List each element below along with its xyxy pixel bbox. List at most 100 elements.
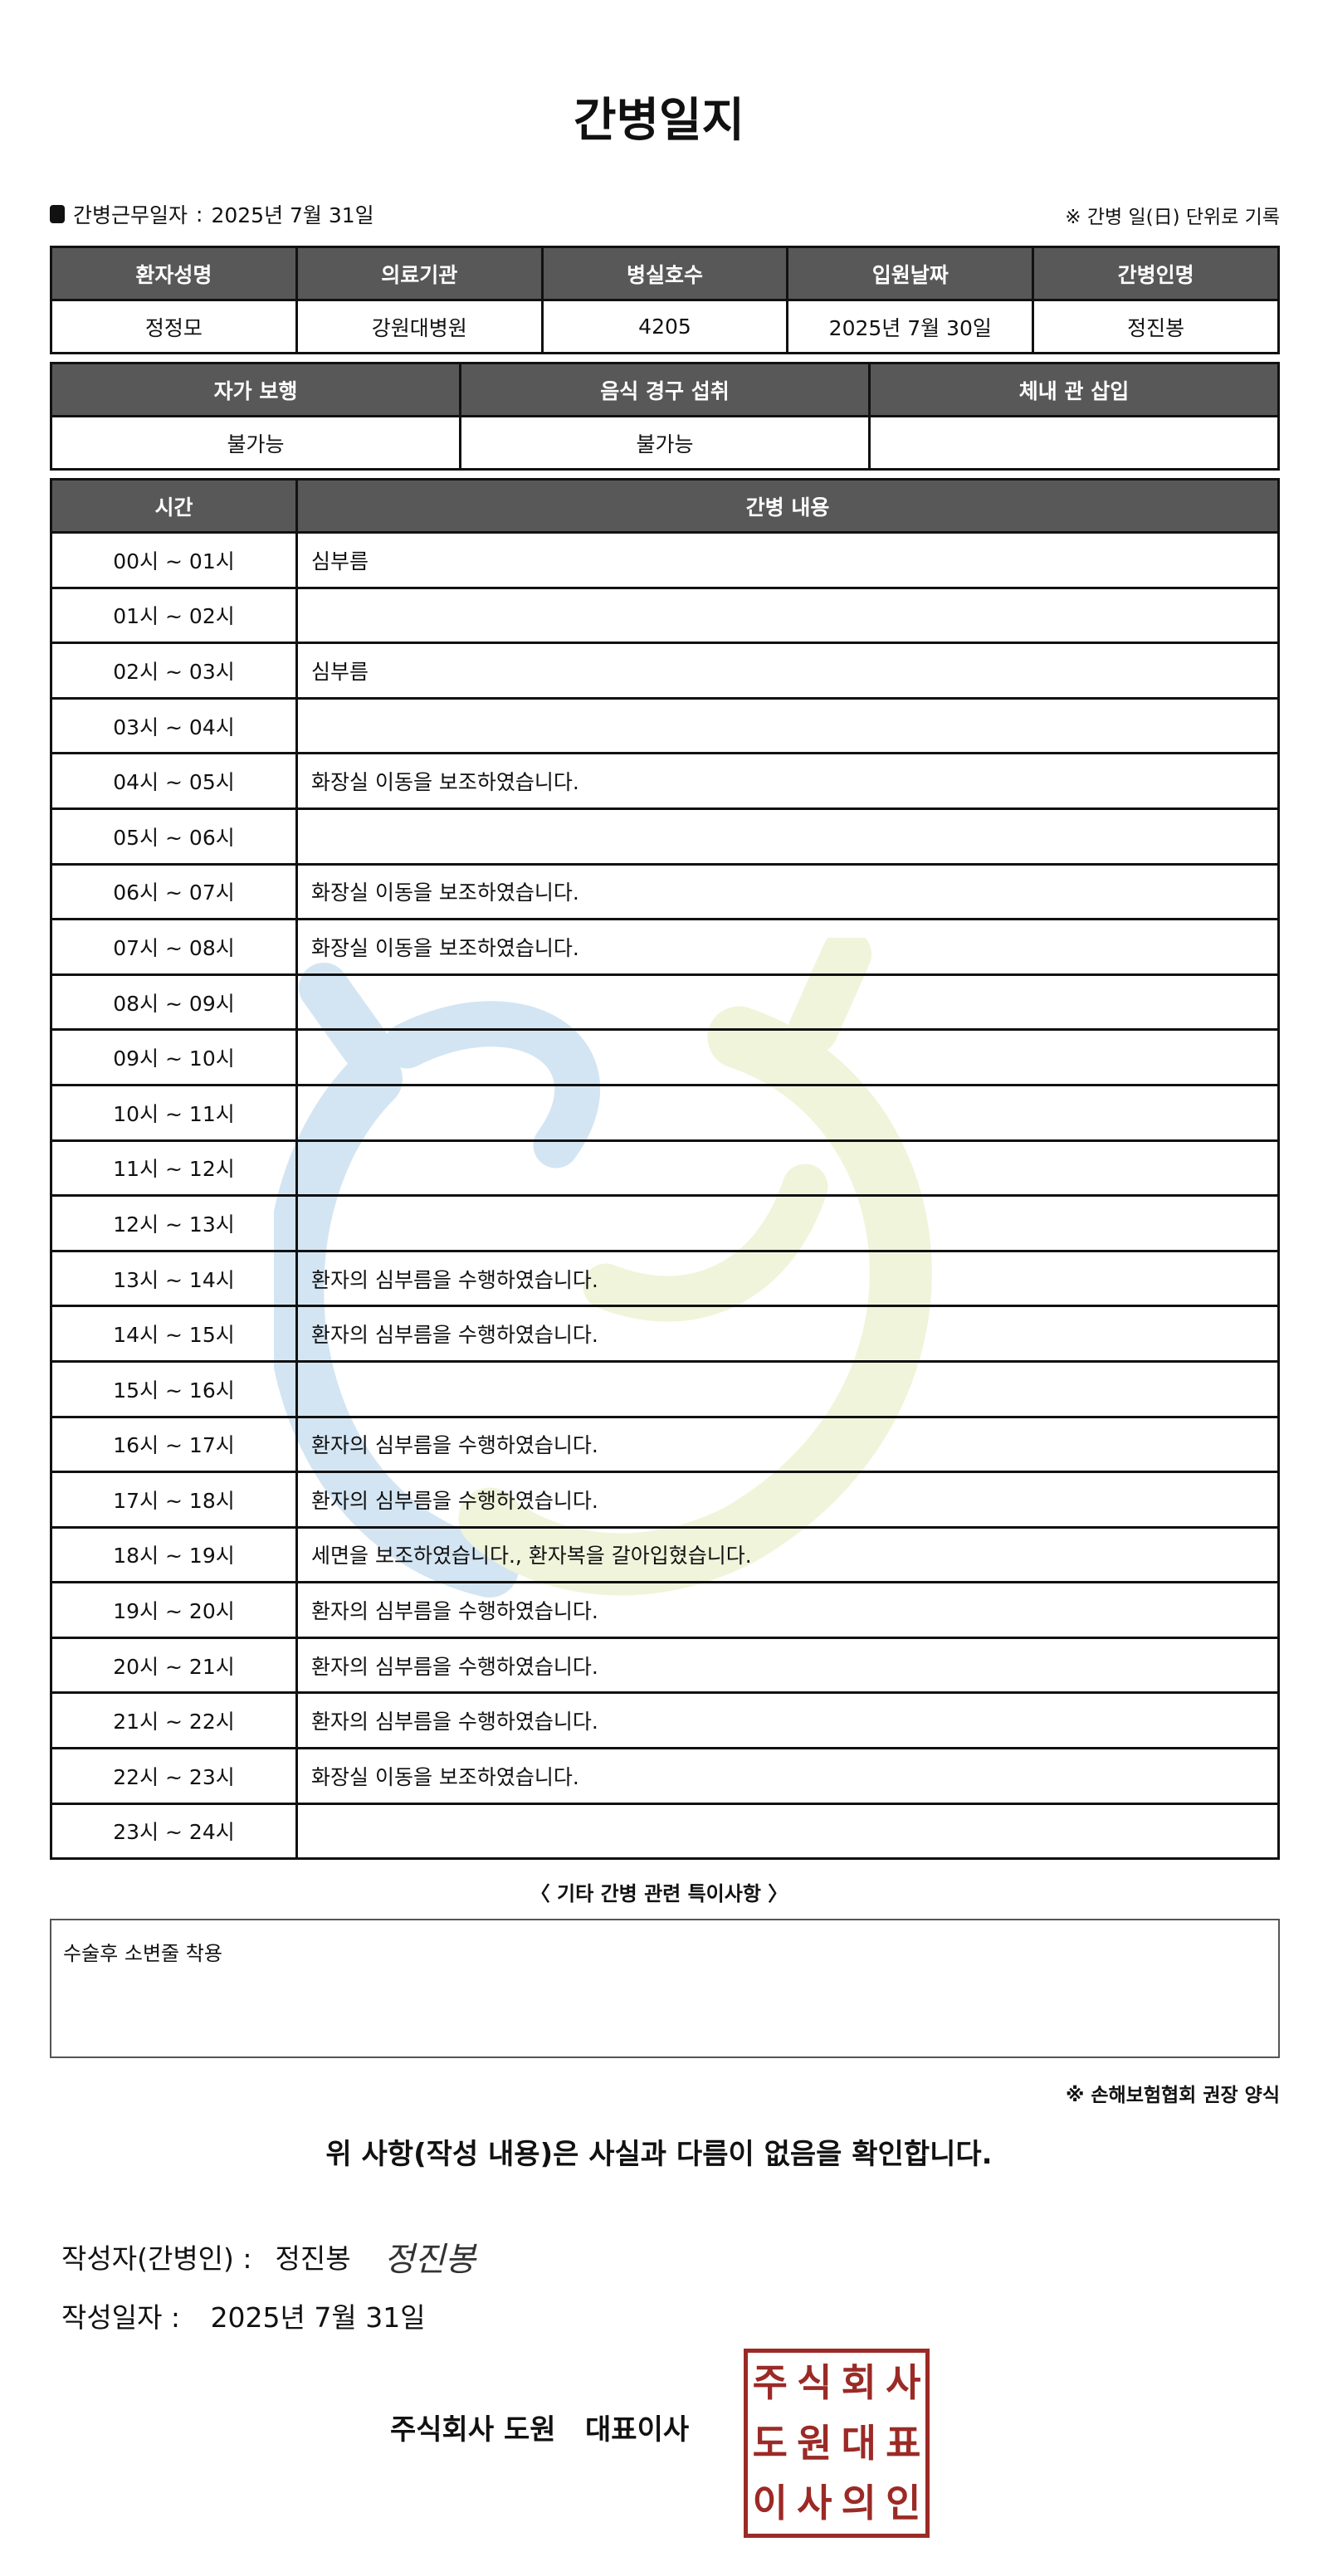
table-row: 16시 ~ 17시 환자의 심부름을 수행하였습니다. [50, 1415, 1280, 1474]
content-cell [295, 1359, 1280, 1418]
seal-char: 대 [841, 2420, 876, 2466]
hospital: 강원대병원 [295, 299, 544, 354]
time-cell: 11시 ~ 12시 [50, 1139, 298, 1198]
header-cell: 자가 보행 [50, 362, 461, 417]
seal-char: 표 [886, 2420, 921, 2466]
content-cell: 환자의 심부름을 수행하였습니다. [295, 1249, 1280, 1308]
time-cell: 10시 ~ 11시 [50, 1083, 298, 1142]
page-title: 간병일지 [573, 94, 745, 148]
seal-char: 사 [886, 2360, 921, 2405]
table-row: 12시 ~ 13시 [50, 1194, 1280, 1252]
time-cell: 04시 ~ 05시 [50, 752, 298, 810]
seal-char: 도 [752, 2420, 788, 2466]
work-date: 간병근무일자 : 2025년 7월 31일 [50, 199, 374, 229]
content-cell [295, 696, 1280, 755]
work-date-label: 간병근무일자 [73, 203, 188, 227]
time-cell: 20시 ~ 21시 [50, 1636, 298, 1695]
table-row: 21시 ~ 22시 환자의 심부름을 수행하였습니다. [50, 1691, 1280, 1750]
content-cell: 환자의 심부름을 수행하였습니다. [295, 1305, 1280, 1363]
notes-box: 수술후 소변줄 착용 [50, 1919, 1280, 2058]
room-number: 4205 [540, 299, 789, 354]
time-cell: 17시 ~ 18시 [50, 1471, 298, 1529]
table-row: 02시 ~ 03시 심부름 [50, 642, 1280, 700]
content-cell: 화장실 이동을 보조하였습니다. [295, 862, 1280, 921]
time-cell: 03시 ~ 04시 [50, 696, 298, 755]
content-cell: 환자의 심부름을 수행하였습니다. [295, 1415, 1280, 1474]
patient-name: 정정모 [50, 299, 298, 354]
time-cell: 15시 ~ 16시 [50, 1359, 298, 1418]
seal-char: 인 [886, 2481, 921, 2526]
content-cell [295, 586, 1280, 645]
table-row: 08시 ~ 09시 [50, 973, 1280, 1032]
seal-char: 주 [752, 2360, 788, 2405]
table-row: 05시 ~ 06시 [50, 807, 1280, 866]
table-row: 14시 ~ 15시 환자의 심부름을 수행하였습니다. [50, 1305, 1280, 1363]
content-cell: 화장실 이동을 보조하였습니다. [295, 1747, 1280, 1805]
table-row: 20시 ~ 21시 환자의 심부름을 수행하였습니다. [50, 1636, 1280, 1695]
record-note: ※ 간병 일(日) 단위로 기록 [1065, 207, 1280, 228]
table-row: 03시 ~ 04시 [50, 696, 1280, 755]
content-cell: 심부름 [295, 642, 1280, 700]
care-log-table: 시간 간병 내용 00시 ~ 01시 심부름 01시 ~ 02시 02시 ~ 03시 심부… [50, 478, 1280, 1861]
content-cell: 화장실 이동을 보조하였습니다. [295, 752, 1280, 810]
table-row: 09시 ~ 10시 [50, 1028, 1280, 1086]
form-note: ※ 손해보험협회 권장 양식 [1066, 2085, 1280, 2106]
content-cell: 세면을 보조하였습니다., 환자복을 갈아입혔습니다. [295, 1525, 1280, 1584]
time-cell: 13시 ~ 14시 [50, 1249, 298, 1308]
table-row: 13시 ~ 14시 환자의 심부름을 수행하였습니다. [50, 1249, 1280, 1308]
writer-name: 정진봉 [275, 2242, 351, 2275]
header-cell: 음식 경구 섭취 [459, 362, 871, 417]
seal-char: 의 [841, 2481, 876, 2526]
table-row: 07시 ~ 08시 화장실 이동을 보조하였습니다. [50, 918, 1280, 976]
confirmation-statement: 위 사항(작성 내용)은 사실과 다름이 없음을 확인합니다. [325, 2138, 993, 2171]
writer-line: 작성자(간병인) : 정진봉 정진봉 [61, 2232, 476, 2281]
table-row: 23시 ~ 24시 [50, 1802, 1280, 1861]
table-row: 00시 ~ 01시 심부름 [50, 531, 1280, 589]
table-row: 04시 ~ 05시 화장실 이동을 보조하였습니다. [50, 752, 1280, 810]
signature: 정진봉 [383, 2241, 476, 2279]
notes-label: 〈 기타 간병 관련 특이사항 〉 [530, 1882, 788, 1905]
time-cell: 00시 ~ 01시 [50, 531, 298, 589]
content-cell: 환자의 심부름을 수행하였습니다. [295, 1636, 1280, 1695]
content-cell [295, 1802, 1280, 1861]
table-row: 06시 ~ 07시 화장실 이동을 보조하였습니다. [50, 862, 1280, 921]
walking-status: 불가능 [50, 415, 461, 471]
table-row: 11시 ~ 12시 [50, 1139, 1280, 1198]
content-cell: 심부름 [295, 531, 1280, 589]
header-cell: 간병인명 [1032, 246, 1280, 301]
seal-char: 원 [797, 2420, 832, 2466]
written-date: 작성일자 : 2025년 7월 31일 [61, 2295, 426, 2335]
bullet-icon [50, 205, 65, 223]
content-cell [295, 807, 1280, 866]
time-cell: 02시 ~ 03시 [50, 642, 298, 700]
content-cell [295, 973, 1280, 1032]
content-cell: 환자의 심부름을 수행하였습니다. [295, 1471, 1280, 1529]
table-row: 15시 ~ 16시 [50, 1359, 1280, 1418]
work-date-value: 2025년 7월 31일 [211, 203, 374, 227]
admission-date: 2025년 7월 30일 [786, 299, 1035, 354]
content-cell [295, 1083, 1280, 1142]
time-cell: 18시 ~ 19시 [50, 1525, 298, 1584]
content-cell: 화장실 이동을 보조하였습니다. [295, 918, 1280, 976]
table-row: 01시 ~ 02시 [50, 586, 1280, 645]
content-cell: 환자의 심부름을 수행하였습니다. [295, 1581, 1280, 1639]
content-cell [295, 1139, 1280, 1198]
company-name: 주식회사 도원 대표이사 [390, 2413, 690, 2447]
table-row: 10시 ~ 11시 [50, 1083, 1280, 1142]
patient-info-table: 환자성명 의료기관 병실호수 입원날짜 간병인명 정정모 강원대병원 4205 2025년 7… [50, 246, 1280, 354]
table-row: 19시 ~ 20시 환자의 심부름을 수행하였습니다. [50, 1581, 1280, 1639]
date-label: 작성일자 : [61, 2301, 181, 2334]
time-cell: 12시 ~ 13시 [50, 1194, 298, 1252]
time-cell: 09시 ~ 10시 [50, 1028, 298, 1086]
time-cell: 21시 ~ 22시 [50, 1691, 298, 1750]
seal-char: 회 [841, 2360, 876, 2405]
table-row: 22시 ~ 23시 화장실 이동을 보조하였습니다. [50, 1747, 1280, 1805]
header-content: 간병 내용 [295, 478, 1280, 534]
oral-intake-status: 불가능 [459, 415, 871, 471]
time-cell: 16시 ~ 17시 [50, 1415, 298, 1474]
seal-char: 이 [752, 2481, 788, 2526]
caregiver-name: 정진봉 [1032, 299, 1280, 354]
header-cell: 병실호수 [540, 246, 789, 301]
content-cell: 환자의 심부름을 수행하였습니다. [295, 1691, 1280, 1750]
